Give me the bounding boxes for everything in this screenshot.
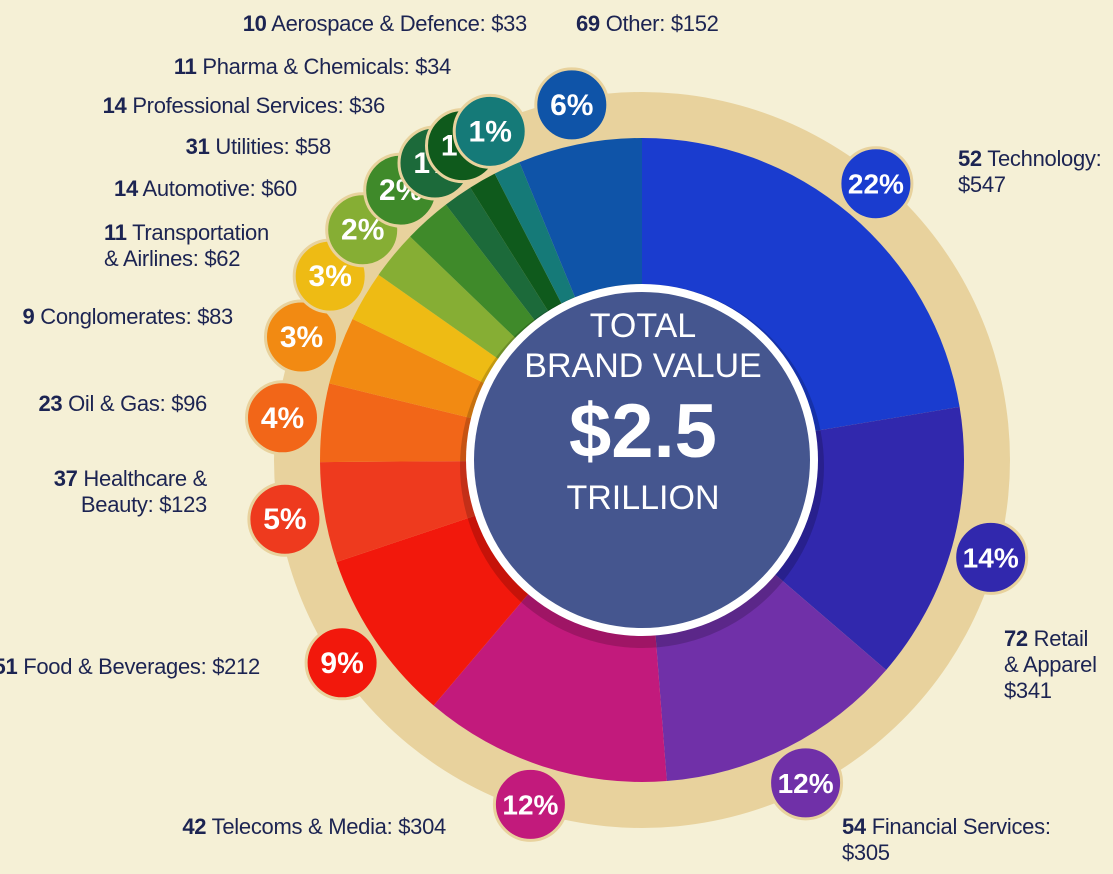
- label-transportation-airlines: 11 Transportation & Airlines: $62: [104, 220, 269, 271]
- label-financial-services: 54 Financial Services: $305: [842, 814, 1051, 865]
- badge-technology: 22%: [838, 146, 914, 222]
- label-aerospace-defence: 10 Aerospace & Defence: $33: [242, 11, 528, 36]
- percent-label: 12%: [502, 789, 558, 820]
- badge-circle: [492, 766, 568, 842]
- badge-circle: [452, 93, 528, 169]
- total-unit: TRILLION: [566, 479, 720, 517]
- badge-other: 6%: [534, 67, 610, 143]
- label-other: 69 Other: $152: [576, 11, 719, 36]
- label-food-beverages: 51 Food & Beverages: $212: [0, 654, 260, 679]
- label-technology: 52 Technology: $547: [958, 146, 1102, 197]
- percent-label: 1%: [469, 115, 512, 148]
- label-healthcare-beauty: 37 Healthcare & Beauty: $123: [53, 466, 208, 517]
- badge-circle: [534, 67, 610, 143]
- center-hub: [460, 284, 824, 648]
- percent-label: 4%: [261, 402, 304, 435]
- label-professional-services: 14 Professional Services: $36: [102, 93, 386, 118]
- badge-aerospace-defence: 1%: [452, 93, 528, 169]
- badge-circle: [768, 745, 844, 821]
- badge-food-beverages: 9%: [304, 625, 380, 701]
- label-pharma-chemicals: 11 Pharma & Chemicals: $34: [173, 54, 451, 79]
- percent-label: 22%: [848, 169, 904, 200]
- badge-retail-apparel: 14%: [953, 519, 1029, 595]
- percent-label: 5%: [263, 503, 306, 536]
- label-automotive: 14 Automotive: $60: [114, 176, 297, 201]
- percent-label: 9%: [320, 647, 363, 680]
- badge-conglomerates: 3%: [264, 299, 339, 375]
- badge-circle: [304, 625, 380, 701]
- badge-telecoms-media: 12%: [492, 766, 568, 842]
- badge-circle: [245, 380, 320, 456]
- center-title-line1: TOTAL: [589, 307, 697, 345]
- hub-fill: [474, 292, 810, 628]
- center-label: TOTAL BRAND VALUE $2.5 TRILLION: [478, 306, 808, 518]
- center-title-line2: BRAND VALUE: [524, 347, 762, 385]
- percent-label: 14%: [963, 542, 1019, 573]
- percent-label: 6%: [550, 89, 593, 122]
- label-oil-gas: 23 Oil & Gas: $96: [38, 391, 207, 416]
- percent-badges: 22%14%12%12%9%5%4%3%3%2%2%1%1%1%6%: [245, 67, 1029, 842]
- label-retail-apparel: 72 Retail & Apparel $341: [1004, 626, 1097, 703]
- label-conglomerates: 9 Conglomerates: $83: [22, 304, 234, 329]
- badge-circle: [247, 481, 323, 557]
- badge-circle: [838, 146, 914, 222]
- badge-circle: [264, 299, 339, 375]
- badge-oil-gas: 4%: [245, 380, 320, 456]
- percent-label: 3%: [309, 260, 352, 293]
- badge-healthcare-beauty: 5%: [247, 481, 323, 557]
- label-telecoms-media: 42 Telecoms & Media: $304: [182, 814, 446, 839]
- badge-financial-services: 12%: [768, 745, 844, 821]
- badge-circle: [953, 519, 1029, 595]
- label-utilities: 31 Utilities: $58: [185, 134, 332, 159]
- percent-label: 3%: [280, 321, 323, 354]
- percent-label: 12%: [778, 768, 834, 799]
- total-value: $2.5: [569, 389, 717, 474]
